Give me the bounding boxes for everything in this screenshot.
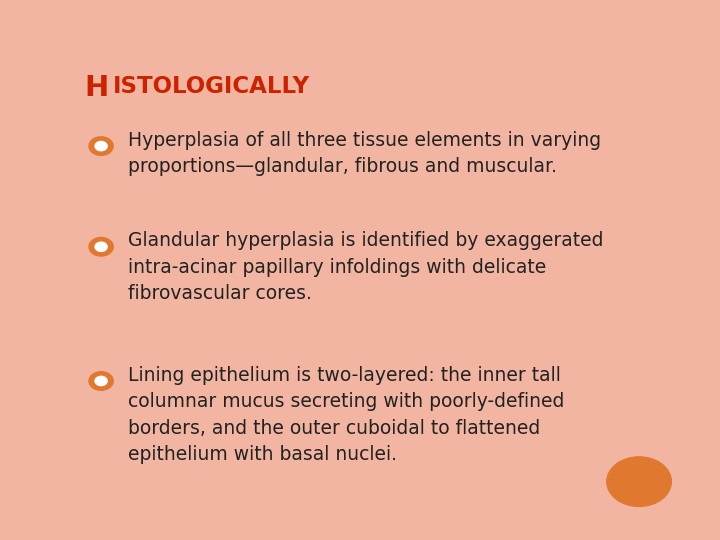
Text: Hyperplasia of all three tissue elements in varying
proportions—glandular, fibro: Hyperplasia of all three tissue elements… bbox=[128, 131, 601, 176]
Text: H: H bbox=[84, 74, 109, 102]
Circle shape bbox=[607, 457, 671, 507]
Text: Lining epithelium is two-layered: the inner tall
columnar mucus secreting with p: Lining epithelium is two-layered: the in… bbox=[128, 366, 564, 464]
Text: Glandular hyperplasia is identified by exaggerated
intra-acinar papillary infold: Glandular hyperplasia is identified by e… bbox=[128, 231, 603, 303]
Circle shape bbox=[95, 141, 107, 151]
Circle shape bbox=[95, 242, 107, 252]
Circle shape bbox=[89, 137, 113, 156]
Circle shape bbox=[89, 372, 113, 390]
Text: ISTOLOGICALLY: ISTOLOGICALLY bbox=[112, 76, 310, 98]
Circle shape bbox=[95, 376, 107, 386]
Circle shape bbox=[89, 238, 113, 256]
